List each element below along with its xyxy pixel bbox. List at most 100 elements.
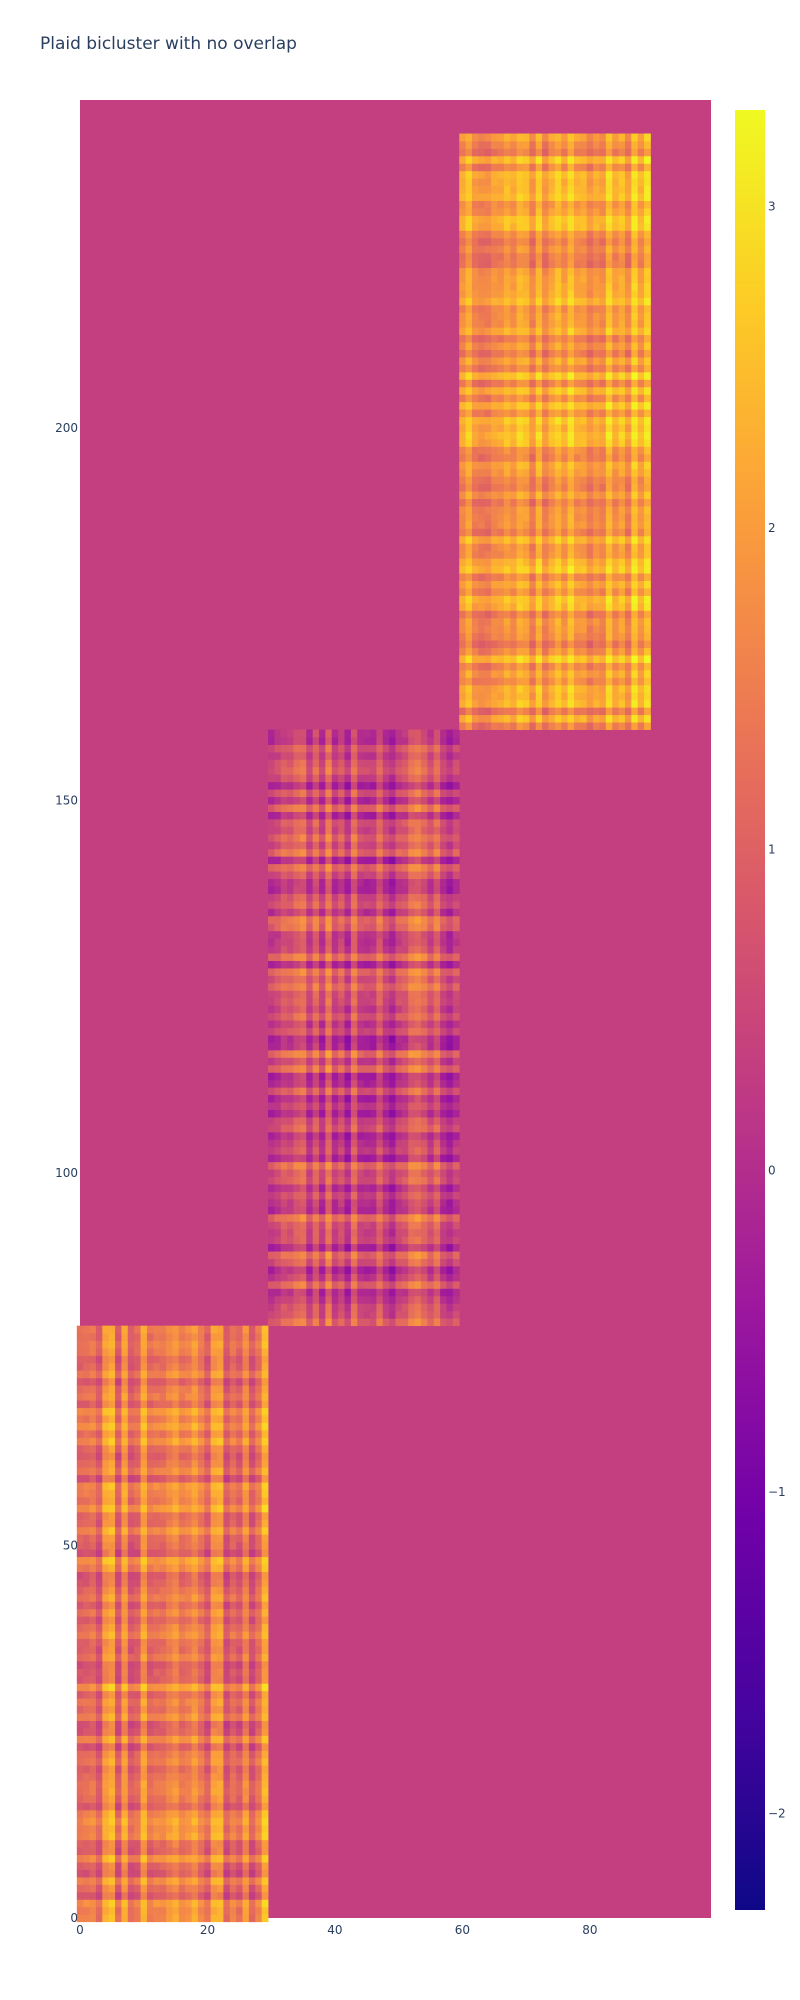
heatmap-cell	[325, 1005, 333, 1014]
heatmap-cell	[363, 1087, 371, 1096]
heatmap-cell	[401, 789, 409, 798]
heatmap-cell	[248, 1497, 256, 1505]
heatmap-cell	[172, 1340, 180, 1349]
heatmap-cell	[287, 1049, 294, 1058]
heatmap-cell	[319, 1273, 326, 1282]
heatmap-cell	[280, 1072, 288, 1081]
heatmap-cell	[299, 1318, 307, 1327]
heatmap-cell	[172, 1497, 180, 1505]
heatmap-cell	[229, 1631, 237, 1639]
heatmap-cell	[414, 1117, 422, 1125]
heatmap-cell	[102, 1519, 110, 1528]
heatmap-cell	[89, 1467, 97, 1476]
heatmap-cell	[299, 1228, 307, 1237]
heatmap-cell	[268, 1273, 275, 1282]
heatmap-cell	[236, 1914, 243, 1923]
heatmap-cell	[452, 751, 460, 760]
heatmap-cell	[420, 1258, 428, 1267]
heatmap-cell	[102, 1377, 110, 1386]
heatmap-cell	[312, 826, 320, 835]
heatmap-cell	[395, 1124, 403, 1133]
heatmap-cell	[102, 1675, 110, 1684]
heatmap-cell	[95, 1467, 103, 1476]
heatmap-cell	[146, 1497, 154, 1505]
heatmap-cell	[248, 1690, 256, 1699]
heatmap-cell	[363, 774, 371, 783]
heatmap-cell	[83, 1765, 90, 1774]
heatmap-cell	[127, 1422, 135, 1431]
heatmap-cell	[491, 722, 498, 730]
heatmap-cell	[491, 699, 498, 708]
heatmap-cell	[491, 707, 498, 716]
heatmap-cell	[344, 1236, 352, 1245]
heatmap-cell	[287, 1087, 294, 1096]
heatmap-cell	[312, 729, 320, 738]
heatmap-cell	[204, 1526, 212, 1535]
heatmap-cell	[306, 1124, 314, 1133]
heatmap-cell	[497, 677, 505, 686]
heatmap-cell	[185, 1631, 192, 1639]
heatmap-cell	[248, 1891, 256, 1900]
heatmap-cell	[261, 1474, 269, 1483]
heatmap-cell	[166, 1869, 173, 1878]
heatmap-cell	[210, 1429, 218, 1438]
heatmap-cell	[319, 751, 326, 760]
heatmap-cell	[497, 714, 505, 723]
heatmap-cell	[440, 774, 447, 783]
heatmap-cell	[210, 1608, 218, 1617]
heatmap-cell	[382, 915, 390, 924]
heatmap-cell	[338, 796, 345, 805]
heatmap-cell	[274, 968, 282, 976]
heatmap-cell	[185, 1601, 192, 1610]
heatmap-cell	[197, 1497, 205, 1505]
heatmap-cell	[95, 1728, 103, 1736]
heatmap-cell	[414, 1027, 422, 1036]
heatmap-cell	[178, 1593, 186, 1602]
heatmap-cell	[204, 1377, 212, 1386]
heatmap-cell	[593, 692, 600, 701]
heatmap-cell	[108, 1780, 116, 1789]
heatmap-cell	[287, 848, 294, 857]
heatmap-cell	[95, 1422, 103, 1431]
heatmap-cell	[102, 1780, 110, 1789]
heatmap-cell	[204, 1787, 212, 1796]
heatmap-cell	[274, 796, 282, 805]
heatmap-cell	[312, 1154, 320, 1163]
heatmap-cell	[115, 1392, 122, 1401]
heatmap-cell	[153, 1757, 161, 1766]
heatmap-cell	[121, 1668, 129, 1677]
heatmap-cell	[452, 811, 460, 820]
heatmap-cell	[102, 1728, 110, 1736]
heatmap-cell	[108, 1333, 116, 1341]
heatmap-cell	[312, 1310, 320, 1319]
heatmap-cell	[95, 1429, 103, 1438]
heatmap-cell	[89, 1802, 97, 1811]
heatmap-cell	[370, 1117, 377, 1125]
heatmap-cell	[178, 1362, 186, 1371]
heatmap-cell	[408, 1064, 416, 1073]
heatmap-cell	[408, 856, 416, 865]
heatmap-cell	[140, 1854, 148, 1863]
heatmap-cell	[166, 1429, 173, 1438]
heatmap-cell	[306, 1057, 314, 1066]
heatmap-cell	[382, 968, 390, 976]
heatmap-cell	[242, 1795, 250, 1803]
heatmap-cell	[115, 1616, 122, 1625]
heatmap-cell	[414, 1176, 422, 1185]
heatmap-cell	[83, 1578, 90, 1587]
heatmap-cell	[440, 1266, 447, 1274]
heatmap-cell	[312, 737, 320, 745]
heatmap-cell	[325, 1295, 333, 1304]
heatmap-cell	[299, 1251, 307, 1259]
heatmap-cell	[127, 1452, 135, 1461]
heatmap-cell	[312, 1042, 320, 1051]
heatmap-cell	[319, 1109, 326, 1118]
heatmap-cell	[115, 1765, 122, 1774]
heatmap-cell	[204, 1444, 212, 1453]
heatmap-cell	[446, 1131, 454, 1140]
heatmap-cell	[357, 1221, 365, 1230]
heatmap-cell	[242, 1646, 250, 1654]
heatmap-cell	[185, 1556, 192, 1565]
heatmap-cell	[146, 1482, 154, 1490]
heatmap-cell	[159, 1452, 167, 1461]
